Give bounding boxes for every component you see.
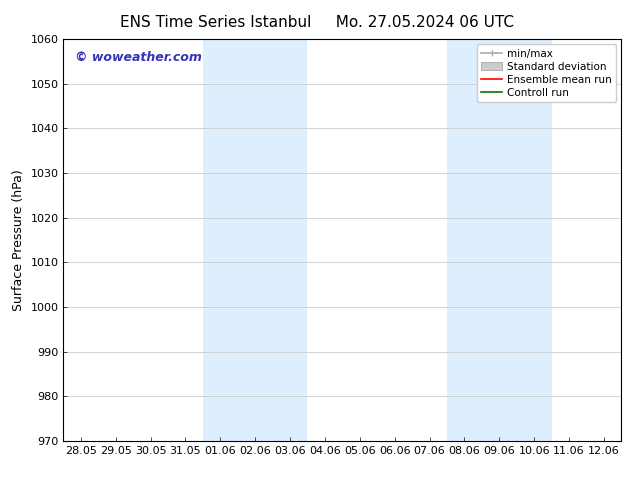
Text: © woweather.com: © woweather.com: [75, 51, 202, 64]
Bar: [447, 39, 552, 441]
Legend: min/max, Standard deviation, Ensemble mean run, Controll run: min/max, Standard deviation, Ensemble me…: [477, 45, 616, 102]
Text: ENS Time Series Istanbul     Mo. 27.05.2024 06 UTC: ENS Time Series Istanbul Mo. 27.05.2024 …: [120, 15, 514, 30]
Bar: [203, 39, 307, 441]
Y-axis label: Surface Pressure (hPa): Surface Pressure (hPa): [12, 169, 25, 311]
